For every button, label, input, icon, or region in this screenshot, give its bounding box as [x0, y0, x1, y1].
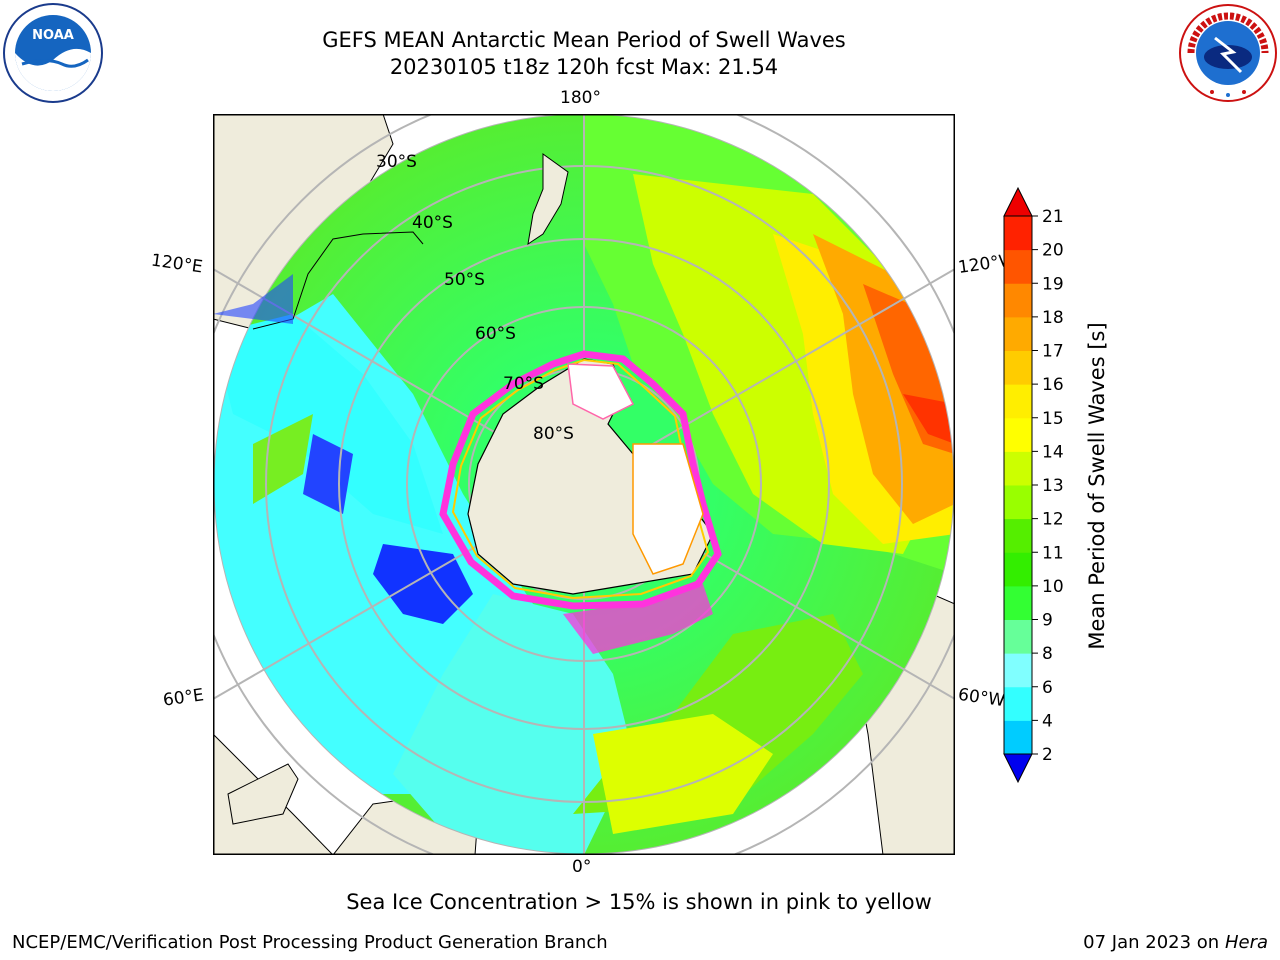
lat-label-70s: 70°S	[503, 374, 544, 394]
colorbar-tick-label: 6	[1042, 678, 1053, 698]
nws-logo	[1179, 4, 1277, 102]
colorbar-band	[1004, 653, 1032, 688]
colorbar-band	[1004, 485, 1032, 520]
lon-label-180: 180°	[560, 88, 601, 108]
colorbar-tick-label: 11	[1042, 543, 1064, 563]
lat-label-40s: 40°S	[412, 213, 453, 233]
colorbar-tick-label: 17	[1042, 342, 1064, 362]
noaa-logo-text: NOAA	[32, 28, 74, 43]
footer-date: 07 Jan 2023 on Hera	[1083, 932, 1268, 953]
colorbar-band	[1004, 417, 1032, 452]
colorbar-tick-label: 18	[1042, 308, 1064, 328]
lat-label-30s: 30°S	[376, 152, 417, 172]
footer-date-text: 07 Jan 2023 on	[1083, 932, 1225, 953]
colorbar-tick-label: 13	[1042, 476, 1064, 496]
colorbar-band	[1004, 619, 1032, 654]
colorbar-under-arrow	[1003, 753, 1033, 784]
colorbar-band	[1004, 585, 1032, 620]
colorbar-tick-label: 15	[1042, 409, 1064, 429]
colorbar-band	[1004, 249, 1032, 284]
colorbar-band	[1004, 720, 1032, 755]
colorbar-tick-label: 19	[1042, 274, 1064, 294]
colorbar-tick-label: 14	[1042, 442, 1064, 462]
colorbar-band	[1004, 451, 1032, 486]
colorbar-band	[1004, 216, 1032, 251]
lon-label-60e: 60°E	[161, 685, 206, 711]
colorbar-band	[1004, 518, 1032, 553]
lat-label-80s: 80°S	[533, 424, 574, 444]
colorbar-tick-label: 20	[1042, 241, 1064, 261]
colorbar-band	[1004, 283, 1032, 318]
colorbar-tick-label: 21	[1042, 207, 1064, 227]
colorbar-band	[1004, 552, 1032, 587]
map-title: GEFS MEAN Antarctic Mean Period of Swell…	[322, 28, 846, 52]
colorbar-tick-label: 2	[1042, 745, 1053, 765]
colorbar-band	[1004, 686, 1032, 721]
colorbar-tick-label: 16	[1042, 375, 1064, 395]
colorbar-tick-label: 4	[1042, 711, 1053, 731]
footer-credit: NCEP/EMC/Verification Post Processing Pr…	[12, 932, 608, 953]
colorbar-band	[1004, 316, 1032, 351]
colorbar-band	[1004, 350, 1032, 385]
polar-map	[213, 114, 955, 855]
lat-label-50s: 50°S	[444, 270, 485, 290]
colorbar-band	[1004, 384, 1032, 419]
footer-machine: Hera	[1224, 932, 1268, 953]
lon-label-0: 0°	[572, 857, 592, 877]
colorbar-label: Mean Period of Swell Waves [s]	[1085, 322, 1109, 650]
colorbar-tick-label: 8	[1042, 644, 1053, 664]
colorbar-tick-label: 9	[1042, 611, 1053, 631]
map-subtitle: 20230105 t18z 120h fcst Max: 21.54	[389, 55, 779, 79]
lat-label-60s: 60°S	[475, 324, 516, 344]
colorbar: 2 4 6 8 9 10 11 12 13 14 15 16 17 18 19 20 21	[1003, 186, 1064, 784]
sea-ice-caption: Sea Ice Concentration > 15% is shown in …	[346, 890, 932, 914]
lon-label-120e: 120°E	[149, 250, 204, 278]
noaa-logo: NOAA	[3, 3, 103, 103]
colorbar-tick-label: 12	[1042, 510, 1064, 530]
colorbar-tick-label: 10	[1042, 577, 1064, 597]
colorbar-over-arrow	[1003, 186, 1033, 217]
